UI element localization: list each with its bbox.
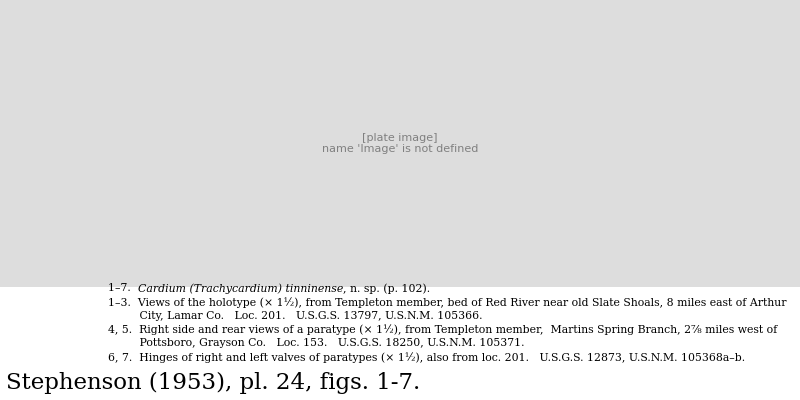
Text: Stephenson (1953), pl. 24, figs. 1-7.: Stephenson (1953), pl. 24, figs. 1-7.: [6, 372, 420, 394]
Text: 1–7.: 1–7.: [108, 283, 138, 293]
Bar: [0, 0, 800, 287]
Text: 6, 7.  Hinges of right and left valves of paratypes (× 1½), also from loc. 201. : 6, 7. Hinges of right and left valves of…: [108, 352, 745, 363]
Text: City, Lamar Co.   Loc. 201.   U.S.G.S. 13797, U.S.N.M. 105366.: City, Lamar Co. Loc. 201. U.S.G.S. 13797…: [108, 310, 482, 321]
Text: [plate image]
name 'Image' is not defined: [plate image] name 'Image' is not define…: [322, 133, 478, 154]
Text: , n. sp. (p. 102).: , n. sp. (p. 102).: [343, 283, 430, 294]
Text: 1–3.  Views of the holotype (× 1½), from Templeton member, bed of Red River near: 1–3. Views of the holotype (× 1½), from …: [108, 297, 786, 308]
Text: Pottsboro, Grayson Co.   Loc. 153.   U.S.G.S. 18250, U.S.N.M. 105371.: Pottsboro, Grayson Co. Loc. 153. U.S.G.S…: [108, 338, 525, 348]
Text: 4, 5.  Right side and rear views of a paratype (× 1½), from Templeton member,  M: 4, 5. Right side and rear views of a par…: [108, 324, 778, 335]
Text: Cardium (Trachycardium) tinninense: Cardium (Trachycardium) tinninense: [138, 283, 343, 294]
